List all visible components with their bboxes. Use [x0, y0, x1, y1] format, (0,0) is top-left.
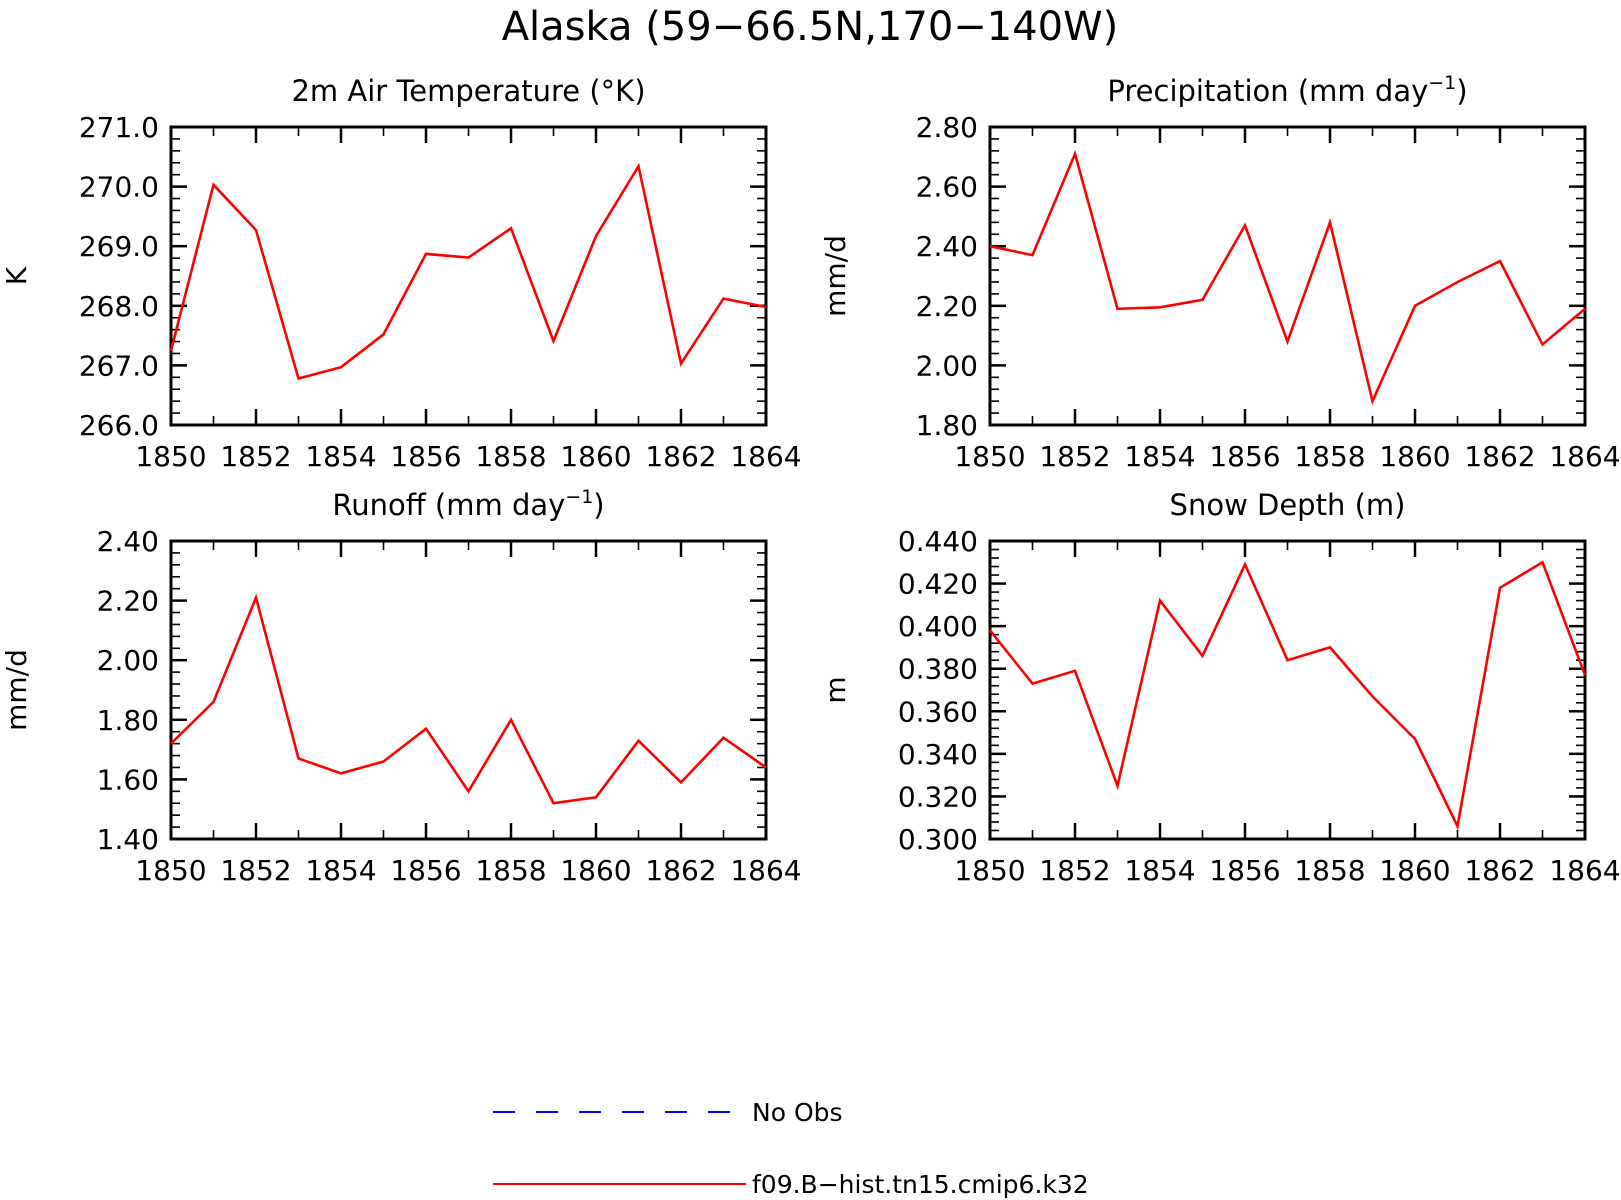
x-tick-label: 1852	[1039, 440, 1110, 473]
panel-title-superscript: −1	[565, 486, 593, 508]
y-tick-label: 2.80	[916, 111, 978, 144]
panel-title: Snow Depth (m)	[1170, 488, 1406, 522]
x-tick-label: 1850	[135, 440, 206, 473]
x-tick-label: 1860	[1379, 440, 1450, 473]
plot-frame	[988, 539, 1587, 841]
x-tick-label: 1864	[730, 440, 801, 473]
y-tick-label: 2.20	[916, 290, 978, 323]
panel-snow-depth: Snow Depth (m) 1850 1852 1854 1856 1858 1860 18…	[819, 488, 1621, 887]
series-line	[169, 162, 767, 381]
x-tick-label: 1862	[645, 440, 716, 473]
panels: 2m Air Temperature (°K) 1850 1852 1854 1856 1…	[0, 72, 1621, 887]
x-tick-label: 1856	[390, 440, 461, 473]
x-tick-label: 1862	[645, 854, 716, 887]
x-tick-label: 1864	[730, 854, 801, 887]
x-tick-label: 1856	[1209, 854, 1280, 887]
legend: No Obs f09.B−hist.tn15.cmip6.k32	[493, 1098, 1089, 1199]
panel-title-suffix: )	[1456, 74, 1467, 108]
x-tick-label: 1854	[305, 854, 376, 887]
x-tick-label: 1858	[475, 854, 546, 887]
panel-title: Precipitation (mm day−1)	[1107, 72, 1467, 108]
y-tick-label: 266.0	[79, 409, 159, 442]
y-tick-label: 0.420	[898, 568, 978, 601]
panel-title: Runoff (mm day−1)	[332, 486, 604, 522]
y-tick-label: 0.440	[898, 525, 978, 558]
y-tick-label: 2.00	[916, 349, 978, 382]
x-tick-label: 1850	[135, 854, 206, 887]
y-tick-label: 1.80	[97, 704, 159, 737]
y-tick-label: 2.00	[97, 644, 159, 677]
series-line	[989, 149, 1586, 406]
series-line	[170, 593, 767, 805]
legend-label-model: f09.B−hist.tn15.cmip6.k32	[752, 1170, 1089, 1199]
panel-air-temperature: 2m Air Temperature (°K) 1850 1852 1854 1856 1…	[0, 74, 802, 473]
x-tick-label: 1854	[305, 440, 376, 473]
x-tick-label: 1858	[475, 440, 546, 473]
panel-title-text: 2m Air Temperature (°K)	[291, 74, 645, 108]
y-tick-label: 269.0	[79, 230, 159, 263]
y-tick-label: 1.60	[97, 763, 159, 796]
x-tick-label: 1850	[954, 854, 1025, 887]
y-tick-label: 1.80	[916, 409, 978, 442]
legend-label-no-obs: No Obs	[752, 1098, 843, 1127]
plot-frame	[169, 539, 768, 841]
y-tick-label: 271.0	[79, 111, 159, 144]
x-tick-label: 1864	[1549, 854, 1620, 887]
series-line	[988, 560, 1587, 831]
panel-title: 2m Air Temperature (°K)	[291, 74, 645, 108]
x-tick-label: 1856	[1209, 440, 1280, 473]
panel-title-text: Snow Depth (m)	[1170, 488, 1406, 522]
y-axis-label: K	[0, 266, 33, 285]
y-tick-label: 2.40	[97, 525, 159, 558]
panel-title-suffix: )	[593, 488, 604, 522]
panel-precipitation: Precipitation (mm day−1) 1850 1852 1854 1856…	[819, 72, 1621, 473]
y-tick-label: 270.0	[79, 171, 159, 204]
x-tick-label: 1852	[1039, 854, 1110, 887]
y-tick-label: 2.40	[916, 230, 978, 263]
y-axis-label: mm/d	[0, 649, 33, 731]
panel-runoff: Runoff (mm day−1) 1850 1852 1854 1856 1858 186…	[0, 486, 802, 887]
x-tick-label: 1852	[220, 854, 291, 887]
x-tick-label: 1854	[1124, 440, 1195, 473]
x-tick-label: 1856	[390, 854, 461, 887]
x-tick-label: 1860	[560, 854, 631, 887]
y-tick-label: 0.320	[898, 780, 978, 813]
x-tick-label: 1852	[220, 440, 291, 473]
y-tick-label: 0.380	[898, 653, 978, 686]
figure-title: Alaska (59−66.5N,170−140W)	[502, 4, 1119, 50]
y-tick-label: 268.0	[79, 290, 159, 323]
x-tick-label: 1864	[1549, 440, 1620, 473]
panel-title-superscript: −1	[1428, 72, 1456, 94]
plot-frame	[169, 125, 768, 427]
x-tick-label: 1862	[1464, 440, 1535, 473]
panel-title-text: Runoff (mm day	[332, 488, 565, 522]
x-tick-label: 1850	[954, 440, 1025, 473]
x-tick-label: 1862	[1464, 854, 1535, 887]
y-tick-label: 2.20	[97, 585, 159, 618]
x-tick-label: 1860	[1379, 854, 1450, 887]
x-tick-label: 1858	[1294, 440, 1365, 473]
y-tick-label: 0.300	[898, 823, 978, 856]
y-tick-label: 0.400	[898, 610, 978, 643]
x-tick-label: 1858	[1294, 854, 1365, 887]
y-tick-label: 2.60	[916, 171, 978, 204]
panel-title-text: Precipitation (mm day	[1107, 74, 1428, 108]
y-axis-label: m	[819, 676, 852, 703]
y-tick-label: 267.0	[79, 349, 159, 382]
y-axis-label: mm/d	[819, 235, 852, 317]
y-tick-label: 0.360	[898, 695, 978, 728]
y-tick-label: 0.340	[898, 738, 978, 771]
x-tick-label: 1860	[560, 440, 631, 473]
y-tick-label: 1.40	[97, 823, 159, 856]
x-tick-label: 1854	[1124, 854, 1195, 887]
